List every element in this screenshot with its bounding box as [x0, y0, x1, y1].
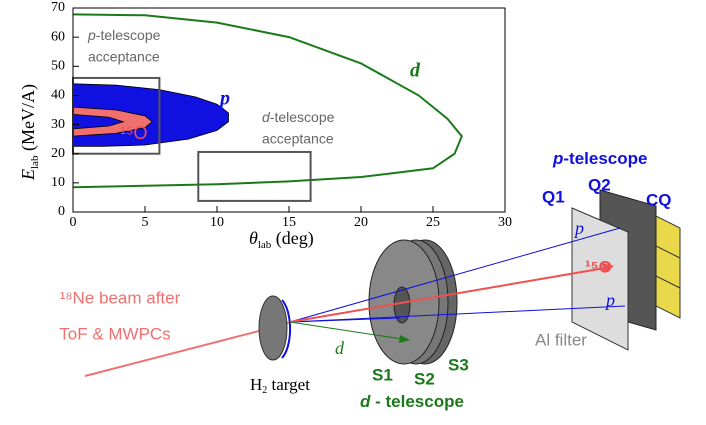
p-telescope-stack: [571, 189, 681, 351]
target-sub: 2: [262, 385, 267, 396]
target-edge: [281, 299, 292, 359]
s2: S2: [414, 369, 435, 388]
beam: [84, 324, 283, 377]
o-head: [602, 263, 614, 273]
x-tick-label: 10: [210, 215, 224, 230]
target-rest: target: [267, 375, 310, 394]
q1: Q1: [542, 187, 565, 206]
x-tick-label: 30: [498, 215, 512, 230]
y-symbol: E: [18, 169, 38, 181]
box-label-italic: d: [262, 109, 271, 125]
oxygen: ¹⁵O: [585, 257, 612, 276]
line: [72, 13, 463, 189]
p-italic: p: [552, 149, 563, 168]
beam-label: ToF & MWPCs: [59, 324, 170, 343]
x-sub: lab: [258, 239, 272, 251]
y-tick-label: 30: [51, 117, 65, 132]
diagram: ¹⁸Ne beam after ToF & MWPCs H2 target d …: [59, 149, 681, 411]
p-telescope-label: p-telescope: [552, 149, 647, 168]
y-tick-label: 20: [51, 146, 65, 161]
x-tick-label: 25: [426, 215, 440, 230]
y-unit: (MeV/A): [18, 84, 39, 155]
target: [258, 295, 288, 361]
y-axis-label: Elab (MeV/A): [18, 84, 40, 181]
box-label-rest: -telescope: [96, 27, 161, 43]
y-tick-label: 50: [51, 59, 65, 74]
x-tick-label: 5: [142, 215, 149, 230]
d-track: [289, 321, 403, 340]
d-italic: d: [360, 392, 371, 411]
d-rest: - telescope: [370, 392, 464, 411]
x-symbol: θ: [249, 228, 258, 248]
x-axis-label: θlab (deg): [249, 228, 314, 250]
y-tick-label: 70: [51, 0, 65, 15]
o-track: [289, 267, 606, 323]
y-sub: lab: [29, 155, 41, 169]
y-tick-label: 10: [51, 175, 65, 190]
filter-label: Al filter: [535, 330, 587, 349]
x-unit: (deg): [271, 228, 313, 249]
cq: CQ: [646, 190, 672, 209]
p-track: [289, 227, 621, 323]
q2: Q2: [588, 175, 611, 194]
beam-label: ¹⁸Ne beam after: [60, 288, 181, 307]
box-label-rest: -telescope: [270, 109, 335, 125]
p-rest: -telescope: [563, 149, 647, 168]
acceptance-box: [197, 150, 312, 202]
chart: p-telescopeacceptanced-telescopeacceptan…: [18, 0, 512, 250]
series-label: d: [410, 60, 421, 82]
x-tick-label: 0: [70, 215, 77, 230]
series-label: p: [218, 88, 230, 110]
y-tick-label: 60: [51, 29, 65, 44]
x-tick-label: 15: [282, 215, 296, 230]
p-track: [289, 305, 626, 323]
box-label: p-telescope: [87, 27, 161, 43]
d-telescope-discs: [368, 239, 458, 365]
box-label: acceptance: [262, 131, 334, 147]
s1: S1: [372, 365, 393, 384]
target-symbol: H: [250, 375, 262, 394]
series-label: ¹⁵O: [120, 123, 147, 143]
y-tick-label: 40: [51, 88, 65, 103]
y-tick-label: 0: [58, 204, 65, 219]
d-head: [399, 335, 410, 343]
d-telescope-label: d - telescope: [360, 392, 464, 411]
target-label: H2 target: [250, 375, 310, 396]
p-upper: p: [573, 218, 584, 238]
p-lower: p: [604, 290, 615, 310]
box-label-italic: p: [87, 27, 96, 43]
box-label: d-telescope: [262, 109, 335, 125]
p-track: [289, 317, 401, 323]
box-label: acceptance: [88, 49, 160, 65]
d-label: d: [335, 338, 345, 358]
x-tick-label: 20: [354, 215, 368, 230]
s3: S3: [448, 355, 469, 374]
